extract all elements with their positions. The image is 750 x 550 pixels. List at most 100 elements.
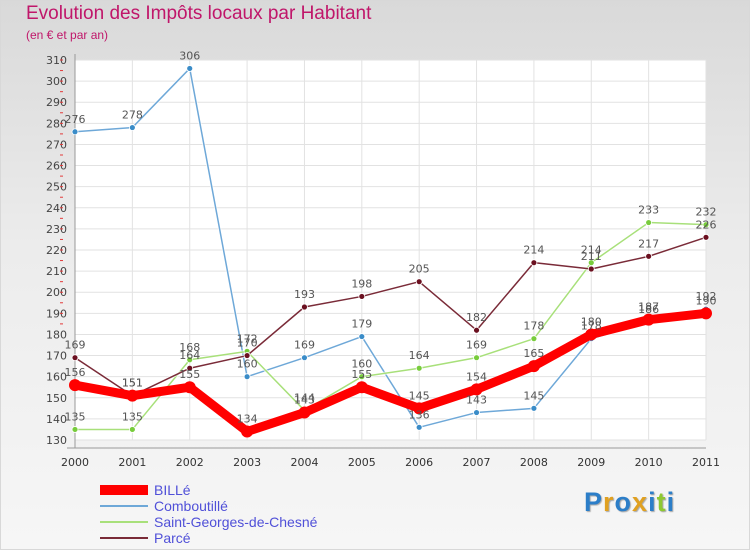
data-point — [415, 364, 423, 372]
data-label: 168 — [179, 341, 200, 354]
data-label: 179 — [351, 318, 372, 331]
data-point — [645, 219, 653, 226]
data-point — [186, 356, 194, 364]
data-point — [355, 381, 368, 394]
data-point — [527, 360, 540, 373]
legend-label: BILLé — [154, 482, 191, 498]
legend-swatch — [100, 505, 148, 507]
data-label: 190 — [696, 294, 717, 307]
data-label: 214 — [523, 244, 544, 257]
data-label: 143 — [466, 394, 487, 407]
series-line — [74, 236, 707, 397]
data-point — [301, 354, 308, 362]
logo-letter: P — [584, 487, 604, 517]
data-point — [69, 379, 81, 392]
data-point — [126, 389, 139, 402]
data-label: 136 — [409, 408, 430, 421]
y-tick-label: 240 — [46, 202, 67, 215]
data-point — [473, 326, 480, 334]
data-point — [473, 354, 480, 362]
data-point — [243, 373, 251, 381]
legend-label: Saint-Georges-de-Chesné — [154, 514, 318, 530]
x-tick-label: 2009 — [577, 456, 605, 469]
logo-letter: o — [614, 487, 633, 517]
data-point — [645, 252, 653, 260]
legend-label: Parcé — [154, 530, 191, 546]
data-label: 160 — [351, 358, 372, 371]
data-label: 178 — [523, 320, 544, 333]
data-label: 214 — [581, 244, 602, 257]
y-tick-label: 260 — [46, 160, 67, 173]
y-tick-label: 210 — [46, 265, 67, 278]
y-tick-label: 250 — [46, 181, 67, 194]
y-tick-label: 140 — [46, 413, 67, 426]
data-point — [186, 65, 194, 72]
data-point — [530, 259, 538, 267]
data-point — [358, 293, 366, 300]
data-label: 232 — [696, 206, 717, 219]
data-point — [298, 406, 311, 419]
logo-letter: i — [648, 487, 657, 517]
data-label: 151 — [122, 377, 143, 390]
data-label: 182 — [466, 311, 487, 324]
x-tick-label: 2006 — [405, 456, 433, 469]
legend-swatch — [100, 521, 148, 523]
data-label: 217 — [638, 237, 659, 250]
data-label: 135 — [65, 410, 86, 423]
data-point — [700, 307, 712, 320]
x-tick-label: 2003 — [233, 456, 261, 469]
data-label: 134 — [237, 413, 258, 426]
data-label: 145 — [523, 389, 544, 402]
y-tick-label: 300 — [46, 75, 67, 88]
legend-label: Comboutillé — [154, 498, 228, 514]
legend-swatch — [100, 485, 148, 495]
data-label: 151 — [122, 377, 143, 390]
y-tick-label: 130 — [46, 434, 67, 447]
y-tick-label: 310 — [46, 54, 67, 67]
y-tick-label: 220 — [46, 244, 67, 257]
data-point — [413, 402, 426, 415]
data-point — [243, 352, 251, 359]
logo-letter: i — [666, 487, 676, 517]
data-label: 170 — [237, 337, 258, 350]
data-point — [473, 409, 480, 416]
data-label: 156 — [65, 366, 86, 379]
data-point — [702, 221, 710, 229]
logo-letter: x — [632, 487, 649, 517]
y-tick-label: 290 — [46, 96, 67, 109]
x-tick-label: 2010 — [635, 456, 663, 469]
proxiti-logo: Proxiti — [584, 487, 675, 518]
chart-subtitle: (en € et par an) — [26, 28, 109, 42]
data-label: 165 — [523, 347, 544, 360]
y-tick-label: 180 — [46, 328, 67, 341]
data-point — [183, 381, 196, 394]
data-label: 145 — [409, 389, 430, 402]
data-label: 154 — [466, 370, 487, 383]
data-label: 169 — [466, 339, 487, 352]
data-point — [702, 233, 710, 241]
x-tick-label: 2004 — [290, 456, 318, 469]
data-point — [128, 124, 136, 131]
y-tick-label: 280 — [46, 117, 67, 130]
x-tick-label: 2008 — [520, 456, 548, 469]
x-tick-label: 2005 — [348, 456, 376, 469]
data-label: 278 — [122, 109, 143, 122]
y-tick-label: 270 — [46, 138, 67, 151]
data-point — [415, 423, 423, 431]
data-label: 164 — [409, 349, 430, 362]
data-label: 233 — [638, 204, 659, 217]
data-label: 155 — [351, 368, 372, 381]
data-label: 226 — [696, 218, 717, 231]
data-label: 155 — [179, 368, 200, 381]
data-label: 306 — [179, 49, 200, 62]
data-point — [642, 313, 655, 326]
y-tick-label: 170 — [46, 350, 67, 363]
y-tick-label: 200 — [46, 286, 67, 299]
data-label: 276 — [65, 113, 86, 126]
series-line — [70, 308, 711, 437]
y-tick-label: 150 — [46, 392, 67, 405]
x-tick-label: 2007 — [463, 456, 491, 469]
data-label: 187 — [638, 301, 659, 314]
logo-letter: t — [656, 487, 667, 517]
